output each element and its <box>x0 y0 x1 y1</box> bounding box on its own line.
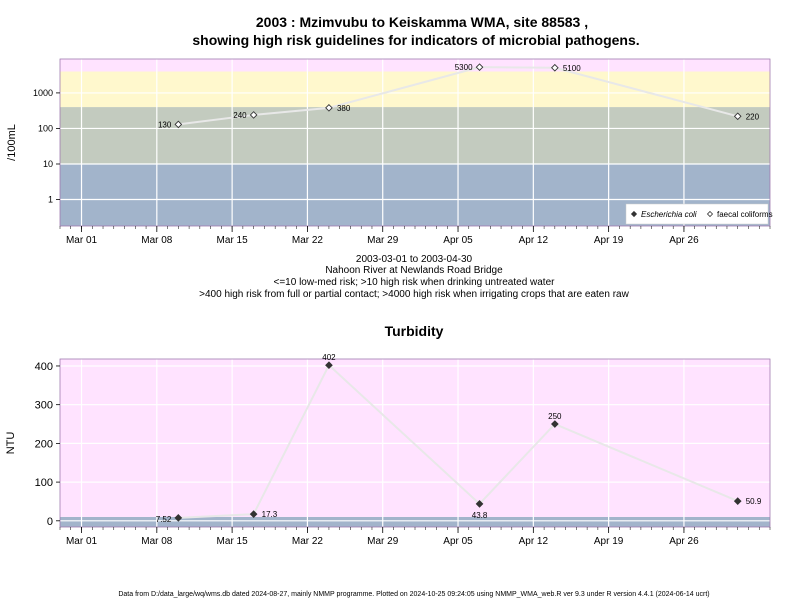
y-tick-label: 100 <box>38 123 53 133</box>
x-tick-label: Apr 12 <box>519 235 549 246</box>
data-label: 380 <box>337 104 351 113</box>
y-axis-label: NTU <box>5 432 17 455</box>
data-label: 17.3 <box>262 510 278 519</box>
site-name-note: Nahoon River at Newlands Road Bridge <box>325 265 503 276</box>
x-tick-label: Apr 19 <box>594 536 624 547</box>
turbidity-plot: 0 100 200 300 400 Mar 01 Mar 08 Mar 15 Mar 22 Mar… <box>5 353 771 547</box>
risk-band-0 <box>60 516 770 527</box>
y-tick-label: 10 <box>43 159 53 169</box>
data-point <box>733 112 742 121</box>
x-tick-label: Apr 19 <box>594 235 624 246</box>
data-point <box>249 111 258 119</box>
data-label: 220 <box>746 112 760 121</box>
data-point <box>174 514 183 522</box>
data-point <box>249 510 258 518</box>
x-tick-label: Mar 01 <box>66 235 98 246</box>
data-label: 130 <box>158 120 172 129</box>
x-tick-label: Mar 08 <box>141 235 173 246</box>
data-label: 7.52 <box>156 515 172 524</box>
data-point <box>551 63 559 72</box>
x-tick-label: Mar 22 <box>292 235 324 246</box>
data-label: 5100 <box>563 64 581 73</box>
y-tick-label: 1 <box>48 195 53 205</box>
legend-label: faecal coliforms <box>717 210 773 219</box>
data-point <box>551 420 559 428</box>
legend-marker <box>706 210 714 218</box>
microbial-plot: 1 10 100 1000 Mar 01 Mar 08 Mar 15 Mar 22 Mar 29… <box>6 58 773 246</box>
legend-box <box>625 203 769 225</box>
y-tick-label: 100 <box>35 477 53 489</box>
x-tick-label: Apr 26 <box>669 235 699 246</box>
data-label: 50.9 <box>746 497 762 506</box>
data-label: 5300 <box>455 63 473 72</box>
data-label: 43.8 <box>472 511 488 520</box>
risk-band-3 <box>60 59 770 72</box>
data-point <box>325 104 333 112</box>
contact-risk-note: >400 high risk from full or partial cont… <box>199 289 629 300</box>
data-label: 250 <box>548 412 562 421</box>
chart-subtitle: showing high risk guidelines for indicat… <box>192 32 639 48</box>
x-tick-label: Mar 22 <box>292 536 324 547</box>
data-point <box>733 497 742 505</box>
risk-band-1 <box>60 107 770 164</box>
x-tick-label: Mar 15 <box>217 536 249 547</box>
footer-note: Data from D:/data_large/wq/wms.db dated … <box>118 591 709 598</box>
y-axis-label: /100mL <box>6 124 18 161</box>
turbidity-title: Turbidity <box>385 323 444 339</box>
y-tick-label: 300 <box>35 400 53 412</box>
x-tick-label: Mar 01 <box>66 536 98 547</box>
x-tick-label: Apr 05 <box>443 235 473 246</box>
x-tick-label: Apr 05 <box>443 536 473 547</box>
x-tick-label: Apr 26 <box>669 536 699 547</box>
x-tick-label: Mar 29 <box>367 235 399 246</box>
risk-band-1 <box>60 359 770 517</box>
x-tick-label: Apr 12 <box>519 536 549 547</box>
data-point <box>475 63 484 72</box>
risk-band-2 <box>60 71 770 108</box>
y-tick-label: 1000 <box>33 88 53 98</box>
legend-label: Escherichia coli <box>641 210 697 219</box>
data-point <box>174 120 183 129</box>
x-tick-label: Mar 15 <box>217 235 249 246</box>
data-point <box>325 361 333 370</box>
drinking-risk-note: <=10 low-med risk; >10 high risk when dr… <box>274 277 556 288</box>
y-tick-label: 400 <box>35 361 53 373</box>
data-point <box>475 500 484 508</box>
data-label: 402 <box>322 353 336 362</box>
series-line <box>178 363 739 519</box>
y-tick-label: 200 <box>35 438 53 450</box>
chart-title: 2003 : Mzimvubu to Keiskamma WMA, site 8… <box>256 14 588 30</box>
data-label: 240 <box>233 111 247 120</box>
y-tick-label: 0 <box>47 516 53 528</box>
date-range-note: 2003-03-01 to 2003-04-30 <box>356 254 473 265</box>
x-tick-label: Mar 08 <box>141 536 173 547</box>
x-tick-label: Mar 29 <box>367 536 399 547</box>
legend-marker <box>630 210 638 218</box>
series-line <box>178 66 738 126</box>
